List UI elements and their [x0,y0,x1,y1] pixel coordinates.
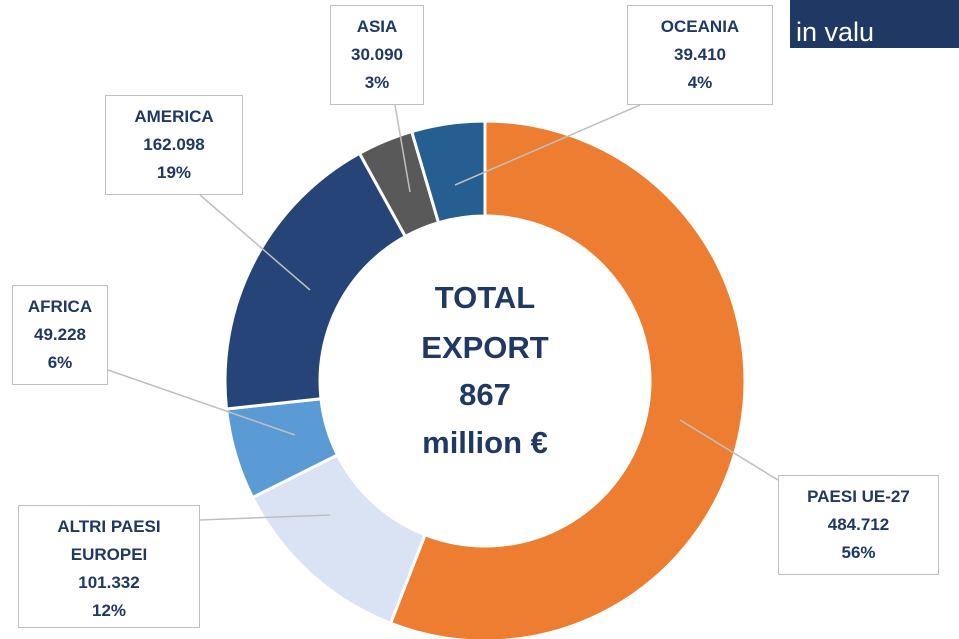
value-label: 19% [156,163,192,182]
leader-line [199,514,331,521]
leader-line [679,419,779,481]
data-label: AMERICA 162.098 19% [105,95,243,195]
category-label: PAESI UE-27 [807,487,910,506]
corner-title: in valu [790,0,959,48]
category-label: AMERICA [134,107,214,126]
value-label: 39.410 [674,45,726,64]
data-label: PAESI UE-27 484.712 56% [778,475,939,575]
leader-line [107,369,296,436]
value-label: 4% [687,73,713,92]
data-label: ALTRI PAESI EUROPEI 101.332 12% [18,505,200,628]
leader-line [199,194,311,291]
value-label: 162.098 [143,135,205,154]
center-text: EXPORT [421,330,549,365]
category-label: ALTRI PAESI EUROPEI [57,517,161,564]
data-label: AFRICA 49.228 6% [12,285,108,385]
slice [388,119,747,639]
category-label: OCEANIA [660,17,740,36]
center-text: million € [422,425,548,460]
value-label: 12% [91,601,127,620]
data-label: OCEANIA 39.410 4% [627,5,773,105]
value-label: 101.332 [78,573,140,592]
value-label: 6% [47,353,73,372]
value-label: 30.090 [351,45,403,64]
center-text: 867 [459,377,511,412]
category-label: AFRICA [27,297,93,316]
center-text: TOTAL [435,280,535,315]
value-label: 56% [841,543,876,562]
data-label: ASIA 30.090 3% [330,5,424,105]
leader-line [394,104,411,193]
category-label: ASIA [356,17,398,36]
value-label: 3% [364,73,390,92]
value-label: 49.228 [34,325,86,344]
slice [223,151,408,411]
value-label: 484.712 [827,515,890,534]
slice [409,119,487,225]
leader-line [454,104,641,186]
